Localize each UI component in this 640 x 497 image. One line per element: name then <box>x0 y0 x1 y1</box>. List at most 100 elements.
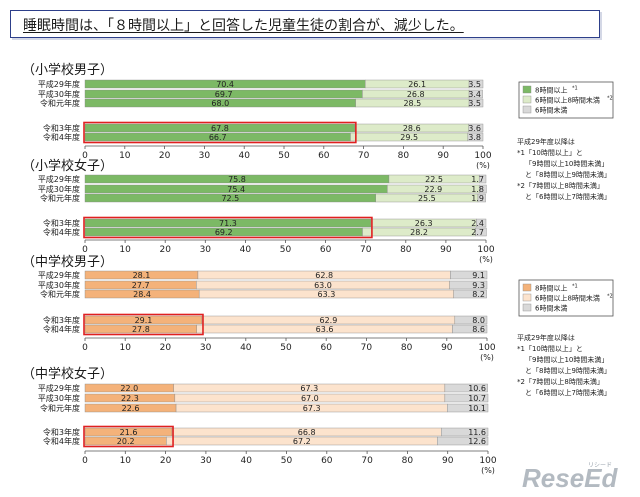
category-label: 令和元年度 <box>40 98 80 108</box>
data-label: 71.3 <box>219 219 237 228</box>
data-label: 67.3 <box>303 404 321 413</box>
data-label: 75.4 <box>227 185 245 194</box>
legend-note: と「8時間以上9時間未満」 <box>525 366 611 375</box>
x-tick-label: 10 <box>120 456 132 466</box>
data-label: 25.5 <box>418 194 436 203</box>
category-label: 平成30年度 <box>38 89 80 99</box>
data-label: 21.6 <box>120 428 138 437</box>
x-tick-label: 50 <box>281 456 293 466</box>
bar-segment <box>475 227 487 237</box>
x-tick-label: 40 <box>240 456 252 466</box>
x-tick-label: 30 <box>200 343 212 353</box>
data-label: 22.3 <box>121 394 139 403</box>
x-tick-label: 90 <box>437 151 449 161</box>
bar-segment <box>441 427 489 437</box>
highlight-box <box>83 216 373 239</box>
legend-note: 平成29年度以降は <box>517 137 575 146</box>
x-tick-label: 60 <box>321 456 333 466</box>
chart-title: （小学校男子） <box>22 62 113 78</box>
bar-segment <box>447 403 489 413</box>
data-label: 1.9 <box>471 194 484 203</box>
x-tick-label: 100 <box>478 343 495 353</box>
x-tick-label: 40 <box>240 343 252 353</box>
x-tick-label: 30 <box>199 151 211 161</box>
data-label: 62.9 <box>320 316 338 325</box>
legend-mark: *2 <box>607 96 613 102</box>
chart-title: （中学校男子） <box>22 254 113 270</box>
data-label: 22.9 <box>424 185 442 194</box>
legend-label: 8時間以上 <box>535 86 567 95</box>
x-unit-label: (%) <box>479 255 493 264</box>
bar-segment <box>444 383 488 393</box>
data-label: 29.5 <box>400 133 418 142</box>
bar-segment <box>449 280 488 290</box>
data-label: 3.6 <box>468 124 481 133</box>
data-label: 22.6 <box>122 404 140 413</box>
x-tick-label: 80 <box>401 343 413 353</box>
data-label: 2.7 <box>471 228 484 237</box>
data-label: 63.0 <box>314 281 332 290</box>
legend-label: 6時間未満 <box>535 304 567 313</box>
data-label: 67.0 <box>301 394 319 403</box>
legend-label: 6時間以上8時間未満 <box>535 294 600 303</box>
data-label: 8.2 <box>472 290 485 299</box>
category-label: 令和4年度 <box>43 132 80 142</box>
data-label: 62.8 <box>315 271 333 280</box>
category-label: 平成30年度 <box>38 280 80 290</box>
data-label: 67.8 <box>211 124 229 133</box>
legend-note: 「9時間以上10時間未満」 <box>525 159 608 168</box>
data-label: 1.7 <box>471 175 484 184</box>
category-label: 令和4年度 <box>43 324 80 334</box>
category-label: 令和3年度 <box>43 315 80 325</box>
x-tick-label: 0 <box>82 245 88 255</box>
chart-title: （中学校女子） <box>22 366 113 382</box>
legend-note: 「9時間以上10時間未満」 <box>525 355 608 364</box>
x-tick-label: 60 <box>320 245 332 255</box>
data-label: 29.1 <box>135 316 153 325</box>
x-tick-label: 70 <box>361 343 373 353</box>
bar-segment <box>467 132 484 142</box>
highlight-box <box>83 425 174 448</box>
legend-swatch <box>522 95 532 104</box>
legend-label: 6時間未満 <box>535 106 567 115</box>
x-tick-label: 50 <box>280 245 292 255</box>
legend-mark: *2 <box>607 294 613 300</box>
data-label: 10.6 <box>468 384 486 393</box>
legend-note: *1「10時間以上」と <box>517 344 583 353</box>
category-label: 令和3年度 <box>43 427 80 437</box>
data-label: 3.8 <box>468 133 481 142</box>
data-label: 69.7 <box>215 90 233 99</box>
bar-segment <box>453 289 487 299</box>
data-label: 28.1 <box>133 271 151 280</box>
category-label: 平成29年度 <box>38 383 80 393</box>
data-label: 68.0 <box>211 99 229 108</box>
data-label: 10.7 <box>468 394 486 403</box>
watermark-logo: ReseEd リシード <box>522 462 618 493</box>
x-tick-label: 100 <box>477 245 494 255</box>
bar-segment <box>478 184 487 194</box>
data-label: 70.4 <box>216 80 234 89</box>
x-unit-label: (%) <box>476 161 490 170</box>
data-label: 67.3 <box>300 384 318 393</box>
x-tick-label: 30 <box>200 456 212 466</box>
data-label: 9.1 <box>472 271 485 280</box>
x-tick-label: 0 <box>82 456 88 466</box>
legend-mark: *1 <box>572 86 578 92</box>
watermark-text: ReseEd <box>522 463 618 493</box>
legend-note: *2「7時間以上8時間未満」 <box>517 377 604 386</box>
bar-segment <box>476 218 487 228</box>
x-tick-label: 40 <box>238 151 250 161</box>
category-label: 令和元年度 <box>40 403 80 413</box>
legend-box <box>518 279 614 317</box>
legend-swatch <box>522 283 532 292</box>
bar-segment <box>468 98 484 108</box>
x-tick-label: 90 <box>442 456 454 466</box>
bar-segment <box>468 89 483 99</box>
legend-label: 8時間以上 <box>535 284 567 293</box>
legend-note: と「6時間以上7時間未満」 <box>525 388 611 397</box>
category-label: 平成29年度 <box>38 79 80 89</box>
x-tick-label: 10 <box>119 151 131 161</box>
bar-segment <box>437 436 489 446</box>
category-label: 令和元年度 <box>40 289 80 299</box>
